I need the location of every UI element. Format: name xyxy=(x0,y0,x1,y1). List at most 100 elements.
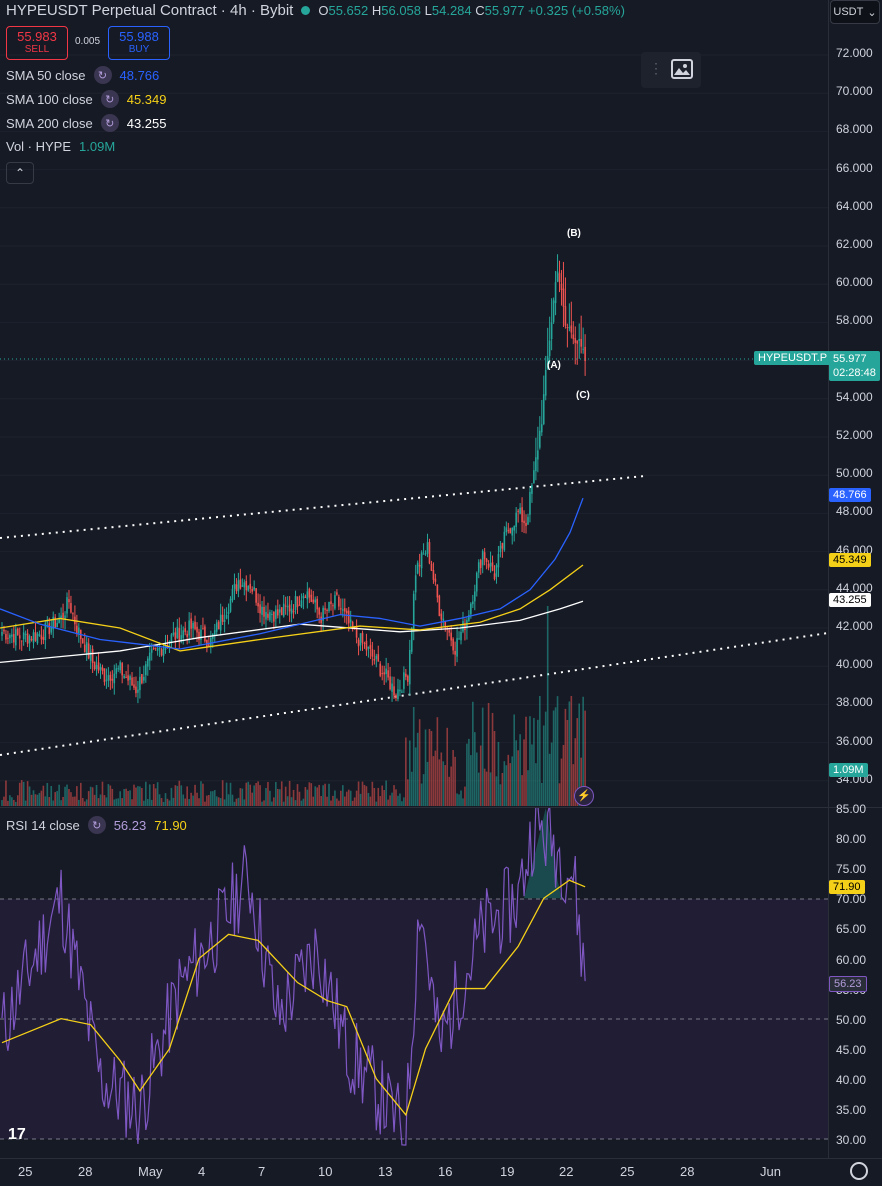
volume-bar xyxy=(300,800,303,806)
cycle-icon[interactable]: ↻ xyxy=(93,66,112,84)
candle-body xyxy=(184,628,187,632)
symbol-header: HYPEUSDT Perpetual Contract · 4h · Bybit… xyxy=(6,2,625,19)
candle-body xyxy=(529,491,531,515)
volume-bar xyxy=(302,798,305,806)
candle-body xyxy=(497,553,500,568)
wave-label-c[interactable]: (C) xyxy=(576,390,590,401)
candle-body xyxy=(546,355,549,370)
candle-body xyxy=(44,623,47,641)
cycle-icon[interactable]: ↻ xyxy=(87,816,106,834)
candle-body xyxy=(217,621,220,630)
price-chart[interactable] xyxy=(0,0,828,808)
volume-bar xyxy=(454,756,456,806)
candle-body xyxy=(580,338,582,347)
symbol-title[interactable]: HYPEUSDT Perpetual Contract · 4h · Bybit xyxy=(6,2,294,19)
volume-bar xyxy=(495,776,498,806)
wave-label-b[interactable]: (B) xyxy=(567,228,581,239)
candle-body xyxy=(158,648,161,650)
pane-separator[interactable] xyxy=(0,807,882,808)
volume-bar xyxy=(576,718,579,806)
volume-bar xyxy=(95,785,98,806)
settings-gear-icon[interactable] xyxy=(850,1162,868,1180)
volume-bar xyxy=(24,800,27,806)
rsi-pane[interactable] xyxy=(0,808,828,1158)
candle-body xyxy=(491,562,494,571)
candle-body xyxy=(391,683,393,692)
image-icon[interactable] xyxy=(671,59,693,79)
collapse-legend-button[interactable]: ⌃ xyxy=(6,162,34,184)
drag-handle-icon[interactable]: ⋮ xyxy=(649,60,663,76)
time-axis-label: 13 xyxy=(378,1164,393,1179)
candle-body xyxy=(257,602,259,607)
candle-body xyxy=(511,527,514,536)
volume-bar xyxy=(401,801,403,806)
indicator-volume[interactable]: Vol · HYPE 1.09M xyxy=(6,139,116,154)
candle-body xyxy=(48,623,51,635)
candle-body xyxy=(416,562,419,574)
indicator-sma100[interactable]: SMA 100 close ↻ 45.349 xyxy=(6,90,167,108)
candle-body xyxy=(78,627,80,634)
volume-bar xyxy=(332,795,334,806)
buy-button[interactable]: 55.988 BUY xyxy=(108,26,170,60)
volume-bar xyxy=(99,794,102,806)
volume-bar xyxy=(277,788,279,806)
candle-body xyxy=(507,530,510,532)
volume-bar xyxy=(18,782,21,806)
volume-bar xyxy=(164,793,167,806)
sell-price: 55.983 xyxy=(17,29,57,44)
volume-bar xyxy=(389,795,391,806)
volume-bar xyxy=(121,798,123,806)
volume-bar xyxy=(403,797,405,806)
cycle-icon[interactable]: ↻ xyxy=(100,90,119,108)
candle-body xyxy=(64,615,66,620)
candle-body xyxy=(28,636,31,644)
rsi-axis-label: 45.00 xyxy=(836,1042,867,1057)
indicator-sma50[interactable]: SMA 50 close ↻ 48.766 xyxy=(6,66,160,84)
volume-bar xyxy=(259,785,261,806)
alert-icon[interactable]: ⚡ xyxy=(574,786,594,806)
volume-bar xyxy=(422,774,425,806)
time-axis-label: 19 xyxy=(500,1164,515,1179)
candle-body xyxy=(306,591,309,600)
candle-body xyxy=(251,588,253,592)
candle-body xyxy=(20,640,23,642)
volume-bar xyxy=(521,775,523,806)
indicator-sma200[interactable]: SMA 200 close ↻ 43.255 xyxy=(6,114,167,132)
price-axis-label: 52.000 xyxy=(836,428,873,442)
candle-body xyxy=(231,588,234,601)
volume-bar xyxy=(11,797,13,806)
candle-body xyxy=(178,628,181,643)
candle-body xyxy=(509,528,512,534)
candle-body xyxy=(133,684,135,688)
rsi-band xyxy=(0,899,828,1139)
wave-label-a[interactable]: (A) xyxy=(547,360,561,371)
indicator-rsi[interactable]: RSI 14 close ↻ 56.23 71.90 xyxy=(6,816,187,834)
volume-bar xyxy=(241,788,244,806)
volume-bar xyxy=(351,800,354,806)
volume-bar xyxy=(338,800,340,806)
volume-bar xyxy=(56,791,58,806)
candle-body xyxy=(7,637,9,639)
candle-body xyxy=(16,628,19,635)
sma100-tag: 45.349 xyxy=(829,553,871,567)
volume-bar xyxy=(174,785,177,806)
volume-bar xyxy=(251,792,253,806)
sell-button[interactable]: 55.983 SELL xyxy=(6,26,68,60)
ohlc-readout: O55.652 H56.058 L54.284 C55.977 +0.325 (… xyxy=(318,3,625,18)
price-axis-label: 68.000 xyxy=(836,122,873,137)
volume-bar xyxy=(150,799,153,806)
currency-select[interactable]: USDT ⌄ xyxy=(830,0,880,24)
candle-body xyxy=(332,605,334,607)
candle-body xyxy=(359,633,362,646)
candle-body xyxy=(310,594,313,602)
cycle-icon[interactable]: ↻ xyxy=(100,114,119,132)
volume-bar xyxy=(115,798,118,806)
volume-bar xyxy=(54,792,56,806)
candle-body xyxy=(91,648,94,663)
price-axis-border xyxy=(828,0,829,1158)
volume-bar xyxy=(523,739,525,806)
candle-body xyxy=(342,609,344,611)
candle-body xyxy=(499,545,502,553)
volume-bar xyxy=(40,790,43,806)
volume-bar xyxy=(391,792,393,806)
